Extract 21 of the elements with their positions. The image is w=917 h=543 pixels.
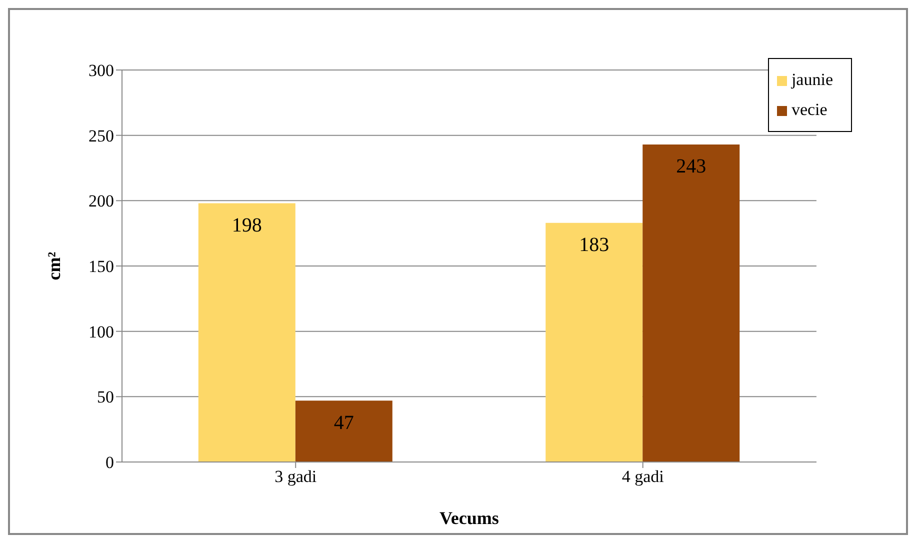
bar xyxy=(198,203,296,462)
y-tick-label: 250 xyxy=(88,126,114,146)
x-tick-label: 4 gadi xyxy=(622,467,664,486)
x-axis-title: Vecums xyxy=(440,508,499,528)
data-label: 198 xyxy=(232,214,262,236)
y-axis-title: cm² xyxy=(44,252,64,280)
legend-label: vecie xyxy=(791,100,828,119)
y-tick-label: 100 xyxy=(88,322,114,342)
data-label: 47 xyxy=(334,412,354,434)
data-label: 243 xyxy=(676,156,706,178)
legend-label: jaunie xyxy=(791,70,833,89)
bar xyxy=(295,400,392,462)
y-tick-label: 50 xyxy=(97,388,114,407)
bar xyxy=(546,222,643,462)
data-label: 183 xyxy=(579,234,610,256)
y-tick-label: 0 xyxy=(106,453,114,472)
y-tick-label: 150 xyxy=(88,257,114,276)
y-tick-label: 300 xyxy=(88,61,114,80)
x-tick-label: 3 gadi xyxy=(274,467,317,486)
y-tick-label: 200 xyxy=(88,192,114,211)
bar xyxy=(642,144,740,462)
